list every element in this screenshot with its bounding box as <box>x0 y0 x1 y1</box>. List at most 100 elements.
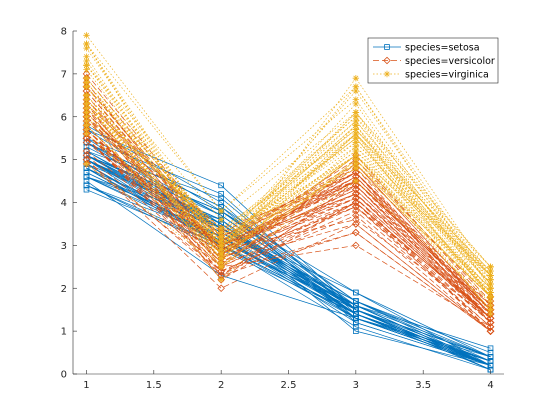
data-point <box>487 345 494 352</box>
data-point <box>487 358 494 364</box>
data-point <box>83 186 90 193</box>
series-line <box>86 137 491 319</box>
data-point <box>352 228 360 237</box>
data-point <box>218 191 224 197</box>
data-point <box>83 130 90 138</box>
data-point <box>352 181 360 190</box>
y-tick-label: 4 <box>61 198 67 209</box>
y-tick-label: 5 <box>61 155 67 166</box>
data-point <box>83 100 90 108</box>
data-point <box>217 255 225 262</box>
x-tick-label: 1.5 <box>146 380 162 391</box>
data-point <box>83 83 90 90</box>
data-point <box>217 207 225 215</box>
data-point <box>486 327 495 335</box>
data-point <box>352 198 360 207</box>
data-point <box>83 113 90 120</box>
series-line <box>86 107 491 319</box>
data-point <box>352 152 360 159</box>
legend-marker <box>384 44 390 50</box>
data-point <box>352 147 360 155</box>
data-point <box>487 289 494 296</box>
data-point <box>83 169 90 176</box>
y-tick-label: 1 <box>61 327 67 338</box>
data-point <box>217 229 225 236</box>
data-point <box>83 57 90 65</box>
x-tick-label: 1 <box>83 380 89 391</box>
data-point <box>83 152 90 159</box>
data-point <box>83 40 90 48</box>
data-point <box>83 44 90 52</box>
data-point <box>352 122 360 129</box>
legend-label: species=virginica <box>405 70 489 81</box>
data-point <box>83 178 90 184</box>
data-point <box>217 225 225 232</box>
data-point <box>83 117 90 125</box>
data-point <box>83 104 90 112</box>
data-point <box>352 241 360 250</box>
data-point <box>352 194 360 202</box>
series-line <box>86 137 491 332</box>
data-point <box>83 32 90 39</box>
series-line <box>86 125 491 293</box>
y-tick-label: 8 <box>61 27 67 38</box>
series-line <box>86 116 491 310</box>
data-point <box>217 259 225 266</box>
data-point <box>83 139 90 146</box>
data-point <box>487 263 494 271</box>
data-point <box>83 122 90 129</box>
data-point <box>217 263 225 271</box>
data-point <box>487 280 494 288</box>
data-point <box>352 215 360 224</box>
y-tick-label: 3 <box>61 241 67 252</box>
data-point <box>352 126 360 133</box>
data-point <box>353 306 359 313</box>
data-point <box>486 318 495 327</box>
data-point <box>83 62 90 69</box>
data-point <box>352 139 360 146</box>
series-line <box>86 103 491 272</box>
data-point <box>83 148 90 154</box>
data-point <box>352 109 360 116</box>
data-point <box>487 302 494 309</box>
legend: species=setosa species=versicolor species=… <box>367 37 499 84</box>
data-point <box>487 293 494 301</box>
data-point <box>487 267 494 275</box>
data-point <box>487 349 494 356</box>
data-point <box>486 314 495 323</box>
data-point <box>352 96 360 103</box>
y-tick-label: 0 <box>61 370 67 381</box>
data-point <box>487 272 494 279</box>
data-point <box>82 151 91 160</box>
series-line <box>86 163 491 302</box>
data-point <box>217 233 225 240</box>
data-point <box>487 354 494 360</box>
series-line <box>86 95 491 289</box>
data-point <box>352 113 360 120</box>
series-line <box>86 95 491 289</box>
data-point <box>487 306 494 313</box>
data-point <box>218 195 224 202</box>
series-2 <box>83 32 494 318</box>
data-point <box>83 66 90 73</box>
legend-item: species=versicolor <box>373 56 495 67</box>
series-line <box>86 120 491 298</box>
data-point <box>352 143 360 150</box>
data-point <box>352 190 360 198</box>
series-line <box>86 103 491 310</box>
data-point <box>352 177 360 185</box>
data-point <box>352 168 360 177</box>
series-line <box>86 35 491 289</box>
data-point <box>487 310 494 318</box>
data-point <box>352 100 360 108</box>
data-point <box>218 182 224 189</box>
series-line <box>86 43 491 276</box>
series-line <box>86 65 491 268</box>
series-line <box>86 133 491 289</box>
x-tick-label: 2.5 <box>281 380 297 391</box>
data-point <box>352 203 360 211</box>
data-point <box>352 160 360 168</box>
data-point <box>353 302 359 309</box>
series-line <box>86 112 491 298</box>
data-point <box>487 297 494 305</box>
